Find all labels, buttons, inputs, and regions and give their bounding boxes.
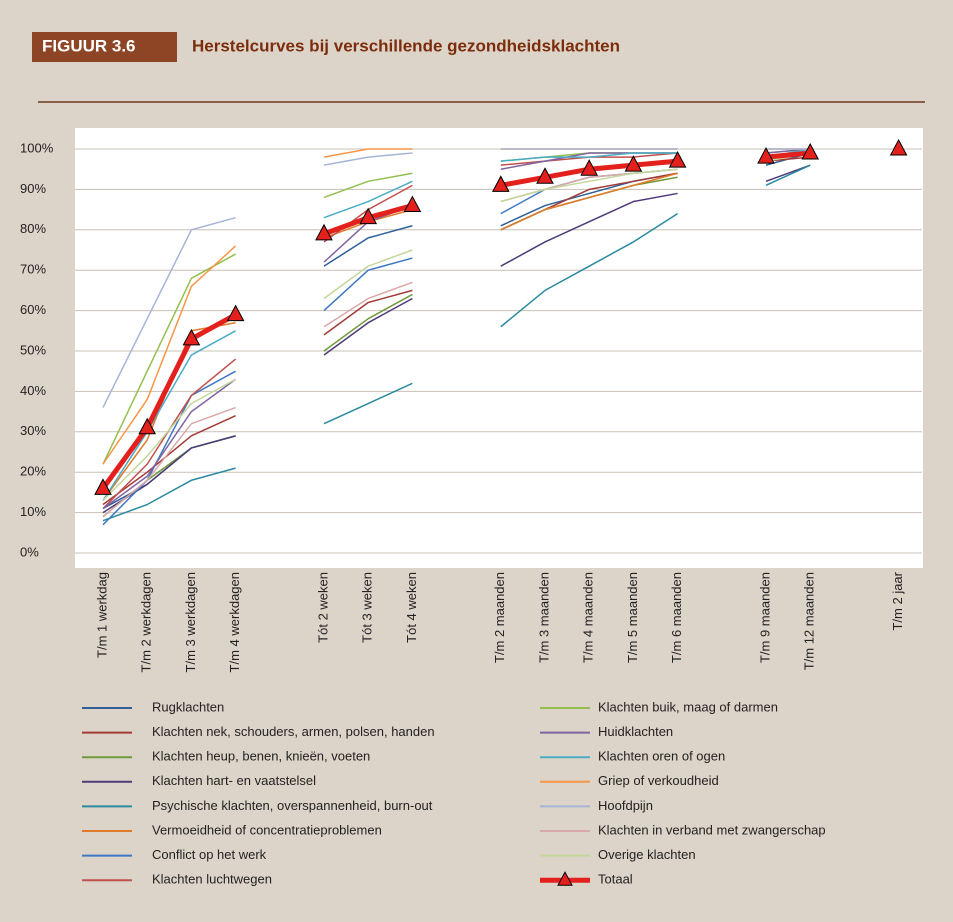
marker [757, 147, 775, 164]
x-tick-label: T/m 12 maanden [802, 572, 817, 670]
plot-area [75, 128, 923, 568]
figure-label: FIGUUR 3.6 [42, 36, 136, 55]
marker [226, 304, 245, 322]
legend-label: Klachten luchtwegen [152, 872, 272, 887]
marker [801, 142, 820, 160]
legend-label: Vermoeidheid of concentratieproblemen [152, 822, 382, 837]
x-tick-label: Tót 4 weken [404, 572, 419, 643]
x-tick-label: T/m 6 maanden [669, 572, 684, 663]
marker [536, 167, 554, 184]
series-line [102, 152, 811, 502]
marker [315, 223, 333, 241]
y-tick-label: 20% [20, 464, 46, 479]
y-tick-label: 0% [20, 544, 39, 559]
legend-label: Huidklachten [598, 724, 673, 739]
y-tick-label: 40% [20, 383, 46, 398]
series-line [102, 152, 811, 518]
marker [359, 207, 378, 225]
marker [94, 478, 112, 495]
y-tick-label: 90% [20, 181, 46, 196]
y-tick-label: 30% [20, 423, 46, 438]
legend-label: Conflict op het werk [152, 847, 267, 862]
legend-label: Klachten nek, schouders, armen, polsen, … [152, 724, 435, 739]
y-tick-label: 60% [20, 302, 46, 317]
legend-label: Klachten in verband met zwangerschap [598, 822, 826, 837]
y-tick-label: 10% [20, 504, 46, 519]
legend-label: Psychische klachten, overspannenheid, bu… [152, 798, 433, 813]
legend-marker [557, 871, 573, 886]
x-tick-label: T/m 2 werkdagen [139, 572, 154, 672]
legend-label: Klachten oren of ogen [598, 749, 725, 764]
legend-label: Hoofdpijn [598, 798, 653, 813]
series-line [102, 148, 811, 501]
x-tick-label: T/m 1 werkdag [94, 572, 109, 658]
y-tick-label: 70% [20, 262, 46, 277]
series-line [102, 164, 811, 522]
x-tick-label: T/m 9 maanden [757, 572, 772, 663]
marker [624, 155, 643, 172]
legend-label: Overige klachten [598, 847, 696, 862]
legend-label: Griep of verkoudheid [598, 773, 719, 788]
series-line [102, 148, 811, 465]
series-line [102, 148, 811, 408]
legend-label: Rugklachten [152, 699, 224, 714]
series-line [102, 148, 811, 465]
marker [580, 159, 599, 176]
legend-label: Klachten heup, benen, knieën, voeten [152, 749, 370, 764]
legend-label: Klachten buik, maag of darmen [598, 699, 778, 714]
x-tick-label: T/m 4 maanden [581, 572, 596, 663]
series-line [102, 152, 811, 518]
series-line [102, 152, 811, 526]
marker [491, 175, 510, 192]
x-tick-label: T/m 2 maanden [492, 572, 507, 663]
marker [889, 138, 908, 156]
figure-label-box [32, 32, 177, 62]
y-tick-label: 80% [20, 221, 46, 236]
x-tick-label: T/m 5 maanden [625, 572, 640, 663]
x-tick-label: T/m 3 werkdagen [183, 572, 198, 672]
x-tick-label: Tót 3 weken [360, 572, 375, 643]
y-tick-label: 100% [20, 140, 54, 155]
marker [138, 417, 157, 435]
x-tick-label: T/m 3 maanden [536, 572, 551, 663]
series-line [102, 164, 811, 514]
x-tick-label: Tót 2 weken [315, 572, 330, 643]
marker [668, 151, 687, 168]
series-line [102, 156, 811, 506]
x-tick-label: T/m 4 werkdagen [227, 572, 242, 672]
marker [182, 328, 201, 346]
x-tick-label: T/m 2 jaar [890, 571, 905, 630]
legend-label: Totaal [598, 872, 633, 887]
chart-title: Herstelcurves bij verschillende gezondhe… [192, 36, 620, 55]
legend-label: Klachten hart- en vaatstelsel [152, 773, 316, 788]
y-tick-label: 50% [20, 342, 46, 357]
marker [403, 195, 422, 213]
